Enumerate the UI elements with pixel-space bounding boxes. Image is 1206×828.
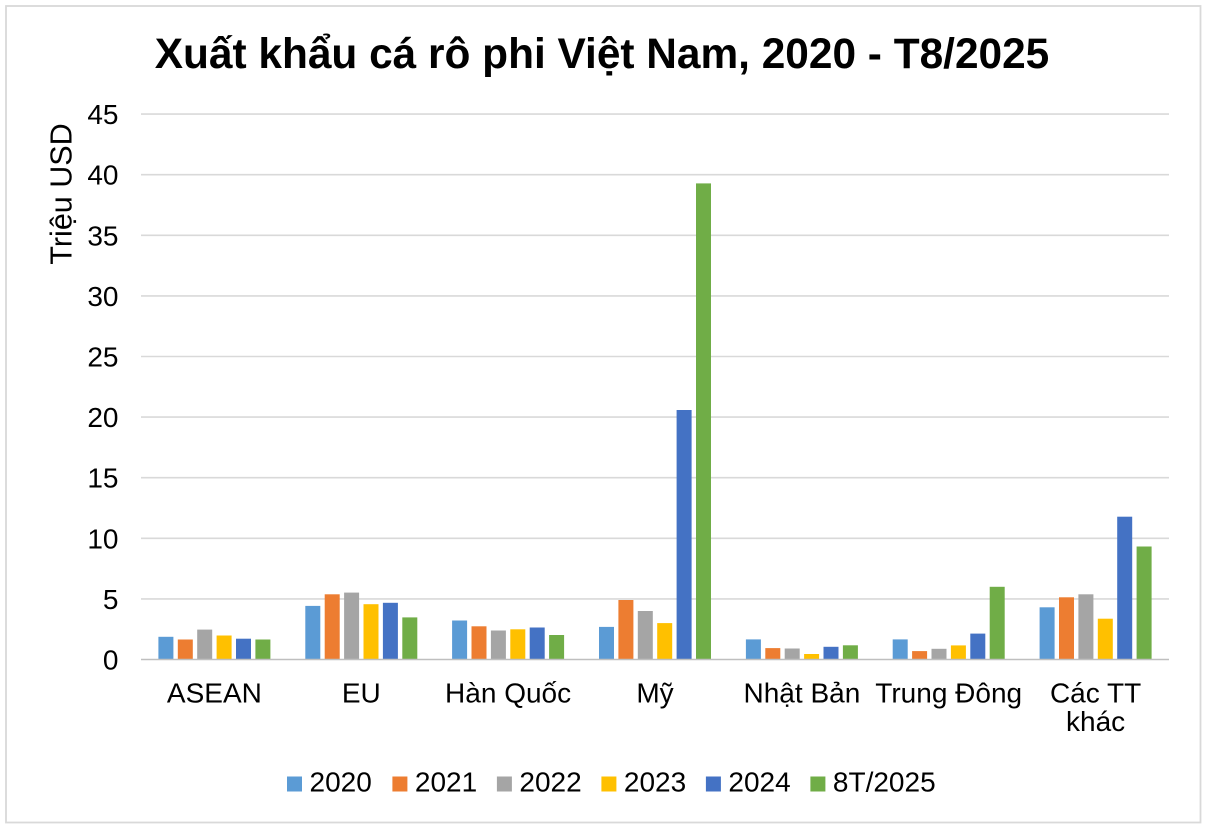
svg-text:15: 15 — [87, 463, 118, 494]
svg-text:45: 45 — [87, 99, 118, 130]
svg-text:25: 25 — [87, 342, 118, 373]
svg-text:10: 10 — [87, 523, 118, 554]
svg-text:2023: 2023 — [624, 767, 686, 798]
svg-text:0: 0 — [103, 645, 119, 676]
svg-text:EU: EU — [342, 678, 381, 709]
svg-text:Triệu USD: Triệu USD — [45, 123, 79, 264]
svg-text:2021: 2021 — [415, 767, 477, 798]
svg-text:ASEAN: ASEAN — [167, 678, 262, 709]
svg-text:35: 35 — [87, 220, 118, 251]
svg-text:Mỹ: Mỹ — [636, 678, 673, 709]
svg-text:Trung Đông: Trung Đông — [875, 678, 1022, 709]
svg-text:30: 30 — [87, 281, 118, 312]
svg-text:khác: khác — [1066, 706, 1125, 737]
svg-text:5: 5 — [103, 584, 119, 615]
svg-text:20: 20 — [87, 402, 118, 433]
svg-text:8T/2025: 8T/2025 — [833, 767, 936, 798]
svg-text:2022: 2022 — [519, 767, 581, 798]
svg-text:Các TT: Các TT — [1050, 678, 1141, 709]
svg-text:2020: 2020 — [310, 767, 372, 798]
svg-text:Nhật Bản: Nhật Bản — [744, 678, 861, 709]
svg-text:Hàn Quốc: Hàn Quốc — [445, 678, 571, 709]
svg-text:2024: 2024 — [728, 767, 790, 798]
svg-text:40: 40 — [87, 160, 118, 191]
svg-text:Xuất khẩu cá rô phi Việt Nam,: Xuất khẩu cá rô phi Việt Nam, 2020 - T8/… — [155, 30, 1050, 77]
